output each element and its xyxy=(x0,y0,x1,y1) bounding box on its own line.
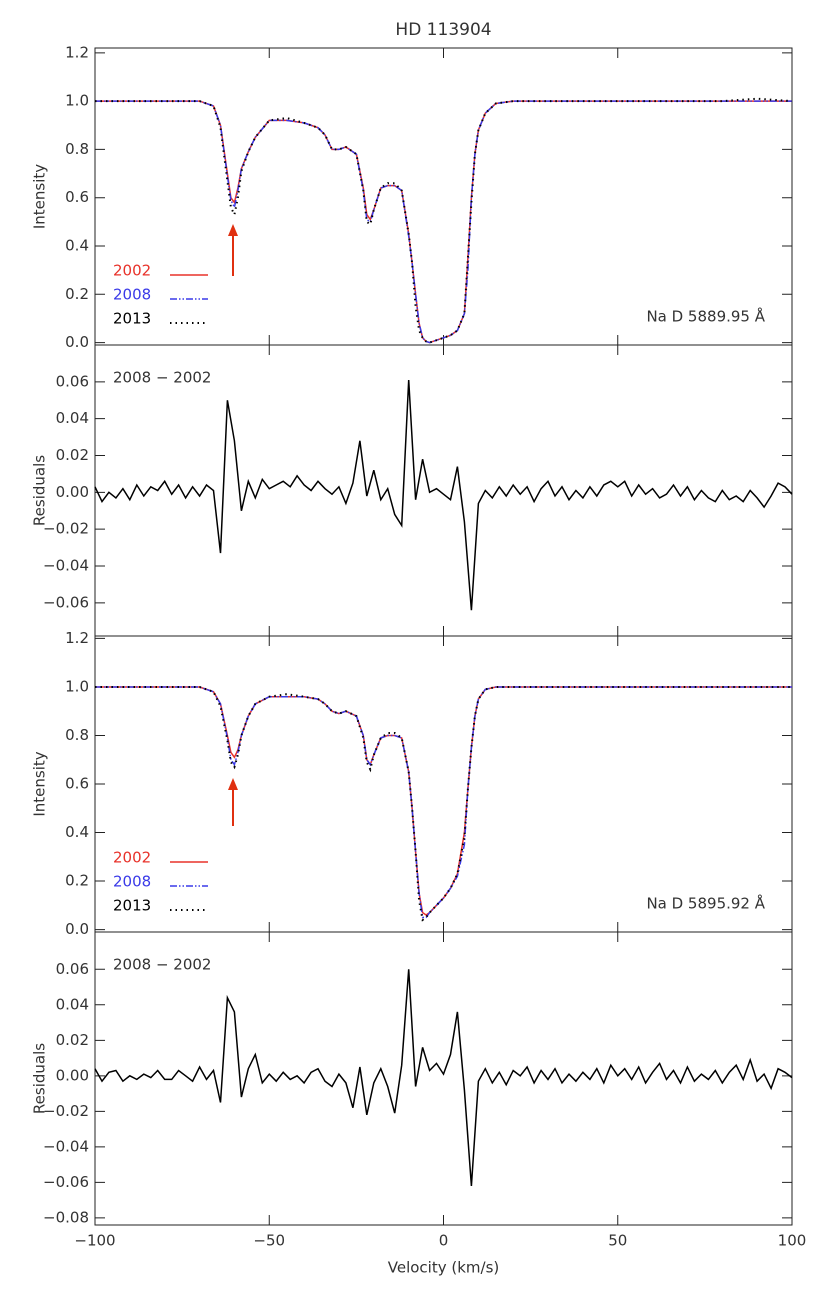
y-axis-label: Intensity xyxy=(31,751,49,816)
y-tick-label: 0.06 xyxy=(56,960,89,978)
y-tick-label: 0.4 xyxy=(65,237,89,255)
y-tick-label: −0.06 xyxy=(43,593,89,611)
data-line xyxy=(94,379,793,611)
y-tick-label: 0.02 xyxy=(56,446,89,464)
legend-label: 2002 xyxy=(113,849,151,867)
arrowhead xyxy=(228,224,238,236)
y-tick-label: −0.04 xyxy=(43,557,89,575)
y-tick-label: 0.00 xyxy=(56,1066,89,1084)
y-tick-label: 0.8 xyxy=(65,140,89,158)
chart-title: HD 113904 xyxy=(395,20,491,40)
y-tick-label: 0.8 xyxy=(65,726,89,744)
legend-label: 2008 xyxy=(113,873,151,891)
data-line xyxy=(94,969,793,1186)
x-axis-label: Velocity (km/s) xyxy=(388,1259,499,1277)
x-tick-label: 100 xyxy=(778,1232,807,1250)
y-axis-label: Residuals xyxy=(31,1043,49,1114)
y-axis-label: Intensity xyxy=(31,164,49,229)
y-tick-label: 0.6 xyxy=(65,775,89,793)
annotation: 2008 − 2002 xyxy=(113,369,211,387)
legend-label: 2002 xyxy=(113,262,151,280)
y-tick-label: −0.06 xyxy=(43,1173,89,1191)
y-tick-label: 0.02 xyxy=(56,1031,89,1049)
y-tick-label: 0.0 xyxy=(65,333,89,351)
data-line xyxy=(95,97,793,344)
y-tick-label: 0.04 xyxy=(56,995,89,1013)
y-tick-label: 0.00 xyxy=(56,483,89,501)
legend-label: 2013 xyxy=(113,310,151,328)
y-tick-label: 1.2 xyxy=(65,43,89,61)
y-tick-label: 0.2 xyxy=(65,872,89,890)
legend-label: 2008 xyxy=(113,286,151,304)
arrowhead xyxy=(228,778,238,790)
annotation: 2008 − 2002 xyxy=(113,956,211,974)
annotation: Na D 5895.92 Å xyxy=(646,894,765,913)
x-tick-label: −100 xyxy=(74,1232,115,1250)
y-tick-label: −0.04 xyxy=(43,1137,89,1155)
y-tick-label: −0.02 xyxy=(43,520,89,538)
y-tick-label: −0.02 xyxy=(43,1102,89,1120)
annotation: Na D 5889.95 Å xyxy=(646,307,765,326)
y-tick-label: 0.04 xyxy=(56,409,89,427)
x-tick-label: 50 xyxy=(608,1232,627,1250)
y-tick-label: 0.4 xyxy=(65,823,89,841)
x-tick-label: −50 xyxy=(253,1232,285,1250)
y-axis-label: Residuals xyxy=(31,455,49,526)
y-tick-label: 0.0 xyxy=(65,920,89,938)
x-tick-label: 0 xyxy=(439,1232,449,1250)
data-line xyxy=(95,686,792,922)
y-tick-label: 1.0 xyxy=(65,92,89,110)
y-tick-label: 1.0 xyxy=(65,677,89,695)
y-tick-label: 1.2 xyxy=(65,629,89,647)
y-tick-label: 0.6 xyxy=(65,188,89,206)
legend-label: 2013 xyxy=(113,897,151,915)
y-tick-label: 0.2 xyxy=(65,285,89,303)
y-tick-label: −0.08 xyxy=(43,1208,89,1226)
y-tick-label: 0.06 xyxy=(56,372,89,390)
